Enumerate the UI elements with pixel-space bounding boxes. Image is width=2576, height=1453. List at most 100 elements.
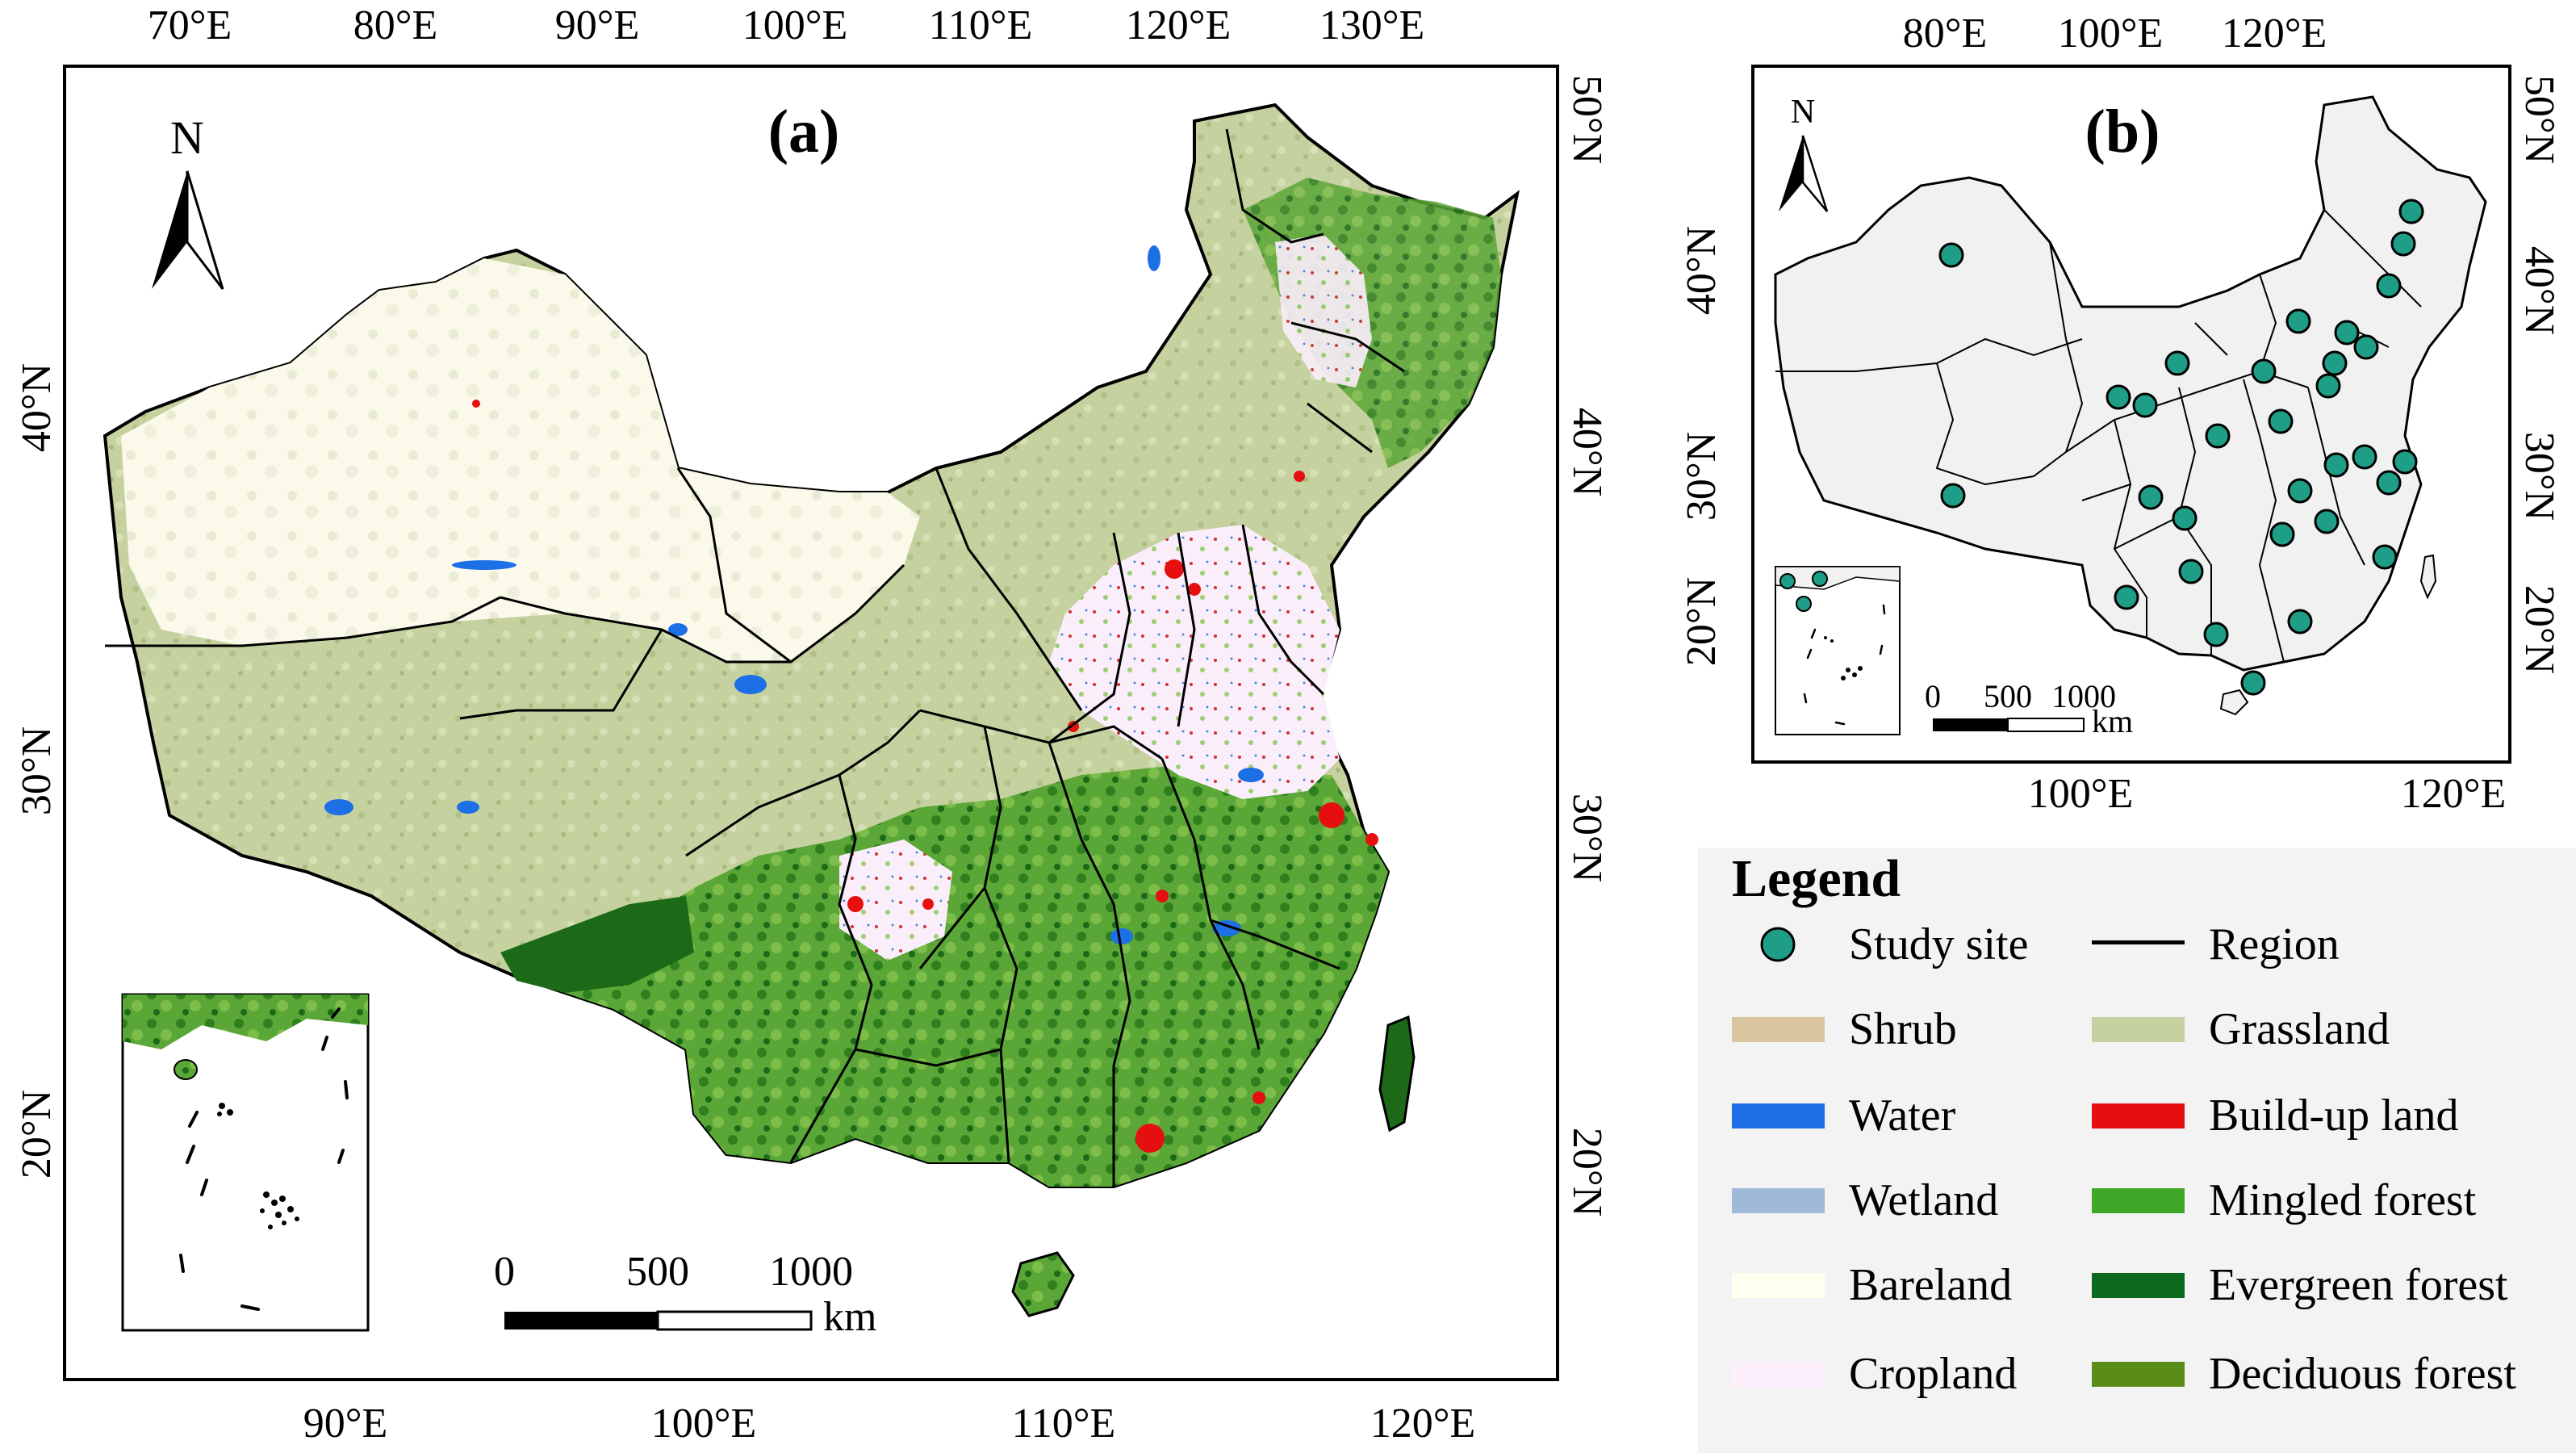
study-site-icon — [1760, 927, 1796, 962]
study-site — [2334, 320, 2360, 345]
bareland-area — [121, 258, 920, 662]
inset-south-china-sea — [121, 993, 370, 1332]
legend-panel: Legend Study site Region Shrub Grassland Wat… — [1698, 848, 2576, 1453]
ticks-b-bottom: 100°E 120°E — [2028, 771, 2507, 817]
study-sites — [1938, 199, 2424, 696]
study-site — [2353, 334, 2379, 360]
study-site — [2376, 470, 2402, 496]
legend-label: Deciduous forest — [2209, 1349, 2517, 1399]
svg-text:80°E: 80°E — [1903, 10, 1988, 57]
svg-text:70°E: 70°E — [148, 2, 232, 48]
svg-text:500: 500 — [1984, 678, 2032, 714]
svg-text:40°N: 40°N — [1564, 408, 1610, 496]
north-label-b: N — [1791, 94, 1815, 131]
study-site — [2138, 484, 2164, 510]
study-site — [2322, 350, 2348, 376]
study-site — [2240, 670, 2266, 696]
study-site — [2172, 505, 2198, 531]
hainan-b — [2219, 689, 2249, 716]
legend-swatch — [1732, 1103, 1825, 1128]
forest-himalaya — [500, 896, 694, 993]
legend-swatch — [1732, 1016, 1825, 1042]
ticks-b-left: 40°N 30°N 20°N — [1679, 226, 1725, 666]
hainan-island — [1011, 1251, 1075, 1317]
cropland-sichuan — [839, 840, 952, 961]
legend-item-build-up-land: Build-up land — [2092, 1090, 2459, 1141]
forest-south — [516, 767, 1388, 1187]
legend-label: Study site — [1849, 919, 2029, 969]
legend-item-region: Region — [2092, 919, 2340, 970]
svg-text:100°E: 100°E — [2028, 771, 2134, 817]
svg-text:1000: 1000 — [2051, 678, 2116, 714]
legend-item-bareland: Bareland — [1732, 1259, 2012, 1311]
study-site — [2205, 423, 2231, 449]
study-site — [2178, 559, 2204, 584]
legend-swatch — [2092, 1361, 2185, 1387]
scale-a-unit: km — [823, 1294, 876, 1340]
svg-text:50°N: 50°N — [2516, 75, 2562, 164]
legend-item-evergreen-forest: Evergreen forest — [2092, 1259, 2508, 1311]
svg-text:120°E: 120°E — [2401, 771, 2507, 817]
panel-a-label: (a) — [768, 98, 840, 165]
legend-label: Region — [2209, 919, 2340, 969]
legend-label: Wetland — [1849, 1175, 1999, 1225]
legend-swatch — [2092, 1016, 2185, 1042]
legend-swatch — [2092, 940, 2185, 949]
study-site — [2392, 449, 2418, 475]
study-site — [2376, 273, 2402, 299]
legend-label: Cropland — [1849, 1349, 2018, 1399]
svg-text:120°E: 120°E — [2222, 10, 2327, 57]
svg-text:30°N: 30°N — [1679, 432, 1725, 521]
svg-text:90°E: 90°E — [303, 1401, 388, 1447]
svg-text:80°E: 80°E — [353, 2, 438, 48]
ticks-b-top: 80°E 100°E 120°E — [1903, 10, 2327, 57]
svg-text:30°N: 30°N — [2516, 432, 2562, 521]
scale-a-500: 500 — [626, 1249, 689, 1295]
ticks-b-right: 50°N 40°N 30°N 20°N — [2516, 75, 2562, 674]
study-site — [1938, 242, 1964, 268]
legend-label: Mingled forest — [2209, 1175, 2477, 1225]
ticks-a-right: 50°N 40°N 30°N 20°N — [1564, 75, 1610, 1216]
legend-label: Bareland — [1849, 1260, 2013, 1310]
inset-b — [1775, 566, 1901, 735]
legend-item-cropland: Cropland — [1732, 1348, 2017, 1400]
study-site — [2203, 622, 2229, 647]
north-arrow-a: N — [152, 111, 224, 290]
scale-bar-b: 0 500 1000 km — [1925, 678, 2133, 739]
study-site — [2390, 231, 2416, 257]
svg-text:20°N: 20°N — [2516, 585, 2562, 674]
legend-swatch — [2092, 1103, 2185, 1128]
panel-b-label: (b) — [2085, 98, 2160, 165]
legend-item-shrub: Shrub — [1732, 1003, 1957, 1055]
legend-item-wetland: Wetland — [1732, 1175, 1998, 1226]
legend-label: Evergreen forest — [2209, 1260, 2508, 1310]
study-site — [2106, 384, 2131, 410]
svg-text:20°N: 20°N — [1679, 577, 1725, 666]
svg-text:100°E: 100°E — [2058, 10, 2164, 57]
study-site — [2287, 478, 2313, 504]
svg-text:100°E: 100°E — [742, 2, 848, 48]
panel-b: N (b) 0 500 1000 km 80°E 100°E 120°E 100… — [1679, 10, 2562, 817]
study-site — [2372, 544, 2398, 570]
svg-text:30°N: 30°N — [1564, 793, 1610, 882]
legend-label: Water — [1849, 1091, 1956, 1141]
svg-text:0: 0 — [1925, 678, 1941, 714]
buildup-spots — [472, 400, 1378, 1153]
china-outline-b — [1774, 95, 2487, 672]
svg-text:110°E: 110°E — [929, 2, 1033, 48]
legend-label: Build-up land — [2209, 1091, 2459, 1141]
study-site — [2323, 452, 2349, 478]
svg-text:40°N: 40°N — [14, 363, 60, 452]
study-site — [2315, 373, 2341, 399]
north-label-a: N — [170, 111, 204, 164]
scale-a-0: 0 — [494, 1249, 515, 1295]
legend-item-deciduous-forest: Deciduous forest — [2092, 1348, 2516, 1400]
ticks-a-top: 70°E 80°E 90°E 100°E 110°E 120°E 130°E — [148, 2, 1425, 48]
panel-a: N (a) 0 500 1000 km 70°E 80°E 90°E 100°E… — [14, 2, 1610, 1447]
legend-item-water: Water — [1732, 1090, 1955, 1141]
svg-text:50°N: 50°N — [1564, 75, 1610, 164]
svg-text:130°E: 130°E — [1319, 2, 1425, 48]
legend-label: Shrub — [1849, 1004, 1957, 1054]
study-site — [1940, 483, 1966, 509]
